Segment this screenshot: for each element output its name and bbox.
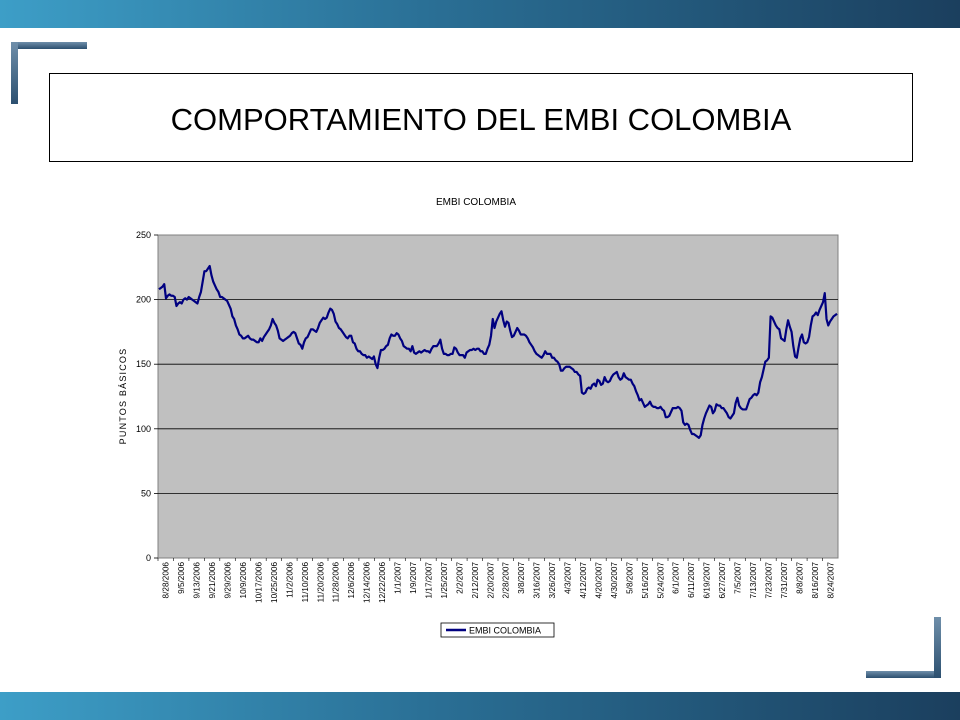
x-tick-label: 11/28/2006 xyxy=(332,562,341,603)
x-tick-label: 1/9/2007 xyxy=(409,562,418,594)
plot-area xyxy=(157,234,839,559)
x-tick-label: 2/20/2007 xyxy=(486,562,495,599)
x-tick-label: 2/12/2007 xyxy=(471,562,480,599)
top-left-bracket-horizontal xyxy=(11,42,87,49)
x-tick-label: 12/14/2006 xyxy=(363,562,372,603)
x-tick-label: 4/12/2007 xyxy=(579,562,588,599)
x-axis: 8/28/2006 9/5/2006 9/13/2006 9/21/2006 9/29/… xyxy=(157,558,835,603)
x-tick-label: 9/29/2006 xyxy=(224,562,233,599)
x-tick-label: 2/2/2007 xyxy=(455,562,464,594)
y-tick-label: 150 xyxy=(136,359,151,369)
x-tick-label: 6/27/2007 xyxy=(718,562,727,599)
x-tick-label: 6/19/2007 xyxy=(703,562,712,599)
y-tick-label: 200 xyxy=(136,295,151,305)
x-tick-label: 1/1/2007 xyxy=(394,562,403,594)
x-tick-label: 5/24/2007 xyxy=(656,562,665,599)
y-axis: 0 50 100 150 200 250 xyxy=(136,230,158,563)
x-tick-label: 4/3/2007 xyxy=(564,562,573,594)
x-tick-label: 6/11/2007 xyxy=(687,562,696,598)
gridlines xyxy=(158,299,838,494)
x-tick-label: 4/20/2007 xyxy=(594,562,603,599)
y-tick-label: 250 xyxy=(136,230,151,240)
x-tick-label: 12/6/2006 xyxy=(347,562,356,599)
y-tick-label: 50 xyxy=(141,488,151,498)
x-tick-label: 2/28/2007 xyxy=(502,562,511,599)
legend-box xyxy=(440,622,555,638)
x-tick-label: 3/16/2007 xyxy=(533,562,542,599)
x-tick-label: 5/8/2007 xyxy=(625,562,634,594)
x-tick-label: 3/8/2007 xyxy=(517,562,526,594)
legend: EMBI COLOMBIA xyxy=(440,622,555,638)
y-tick-label: 0 xyxy=(146,553,151,563)
x-tick-label: 8/28/2006 xyxy=(162,562,171,599)
x-tick-label: 10/25/2006 xyxy=(270,562,279,603)
x-tick-label: 11/20/2006 xyxy=(316,562,325,603)
x-tick-label: 9/5/2006 xyxy=(177,562,186,594)
y-tick-label: 100 xyxy=(136,424,151,434)
x-tick-label: 12/22/2006 xyxy=(378,562,387,603)
bottom-right-bracket-vertical xyxy=(934,617,941,678)
x-tick-label: 10/9/2006 xyxy=(239,562,248,599)
x-tick-label: 3/26/2007 xyxy=(548,562,557,599)
top-left-bracket-vertical xyxy=(11,42,18,104)
chart-title: EMBI COLOMBIA xyxy=(436,197,516,208)
series-line-embi-colombia xyxy=(158,264,838,439)
x-tick-label: 8/8/2007 xyxy=(795,562,804,594)
x-tick-label: 7/23/2007 xyxy=(764,562,773,599)
x-tick-label: 5/16/2007 xyxy=(641,562,650,599)
x-tick-label: 4/30/2007 xyxy=(610,562,619,599)
x-tick-label: 9/21/2006 xyxy=(208,562,217,599)
bottom-right-bracket-horizontal xyxy=(866,671,941,678)
x-tick-label: 7/13/2007 xyxy=(749,562,758,599)
x-tick-label: 11/2/2006 xyxy=(285,562,294,598)
top-banner xyxy=(0,0,960,28)
x-tick-label: 8/24/2007 xyxy=(826,562,835,599)
bottom-banner xyxy=(0,692,960,720)
x-tick-label: 1/17/2007 xyxy=(424,562,433,599)
slide-title: COMPORTAMIENTO DEL EMBI COLOMBIA xyxy=(170,102,792,137)
x-tick-label: 9/13/2006 xyxy=(193,562,202,599)
x-tick-label: 11/10/2006 xyxy=(301,562,310,603)
x-tick-label: 8/16/2007 xyxy=(811,562,820,599)
x-tick-label: 1/25/2007 xyxy=(440,562,449,599)
slide-title-box: COMPORTAMIENTO DEL EMBI COLOMBIA xyxy=(49,73,913,162)
x-tick-label: 10/17/2006 xyxy=(254,562,263,603)
legend-label: EMBI COLOMBIA xyxy=(469,626,541,636)
x-tick-label: 6/1/2007 xyxy=(672,562,681,594)
x-tick-label: 7/31/2007 xyxy=(780,562,789,599)
x-tick-label: 7/5/2007 xyxy=(734,562,743,594)
y-axis-label: PUNTOS BÁSICOS xyxy=(118,348,128,445)
